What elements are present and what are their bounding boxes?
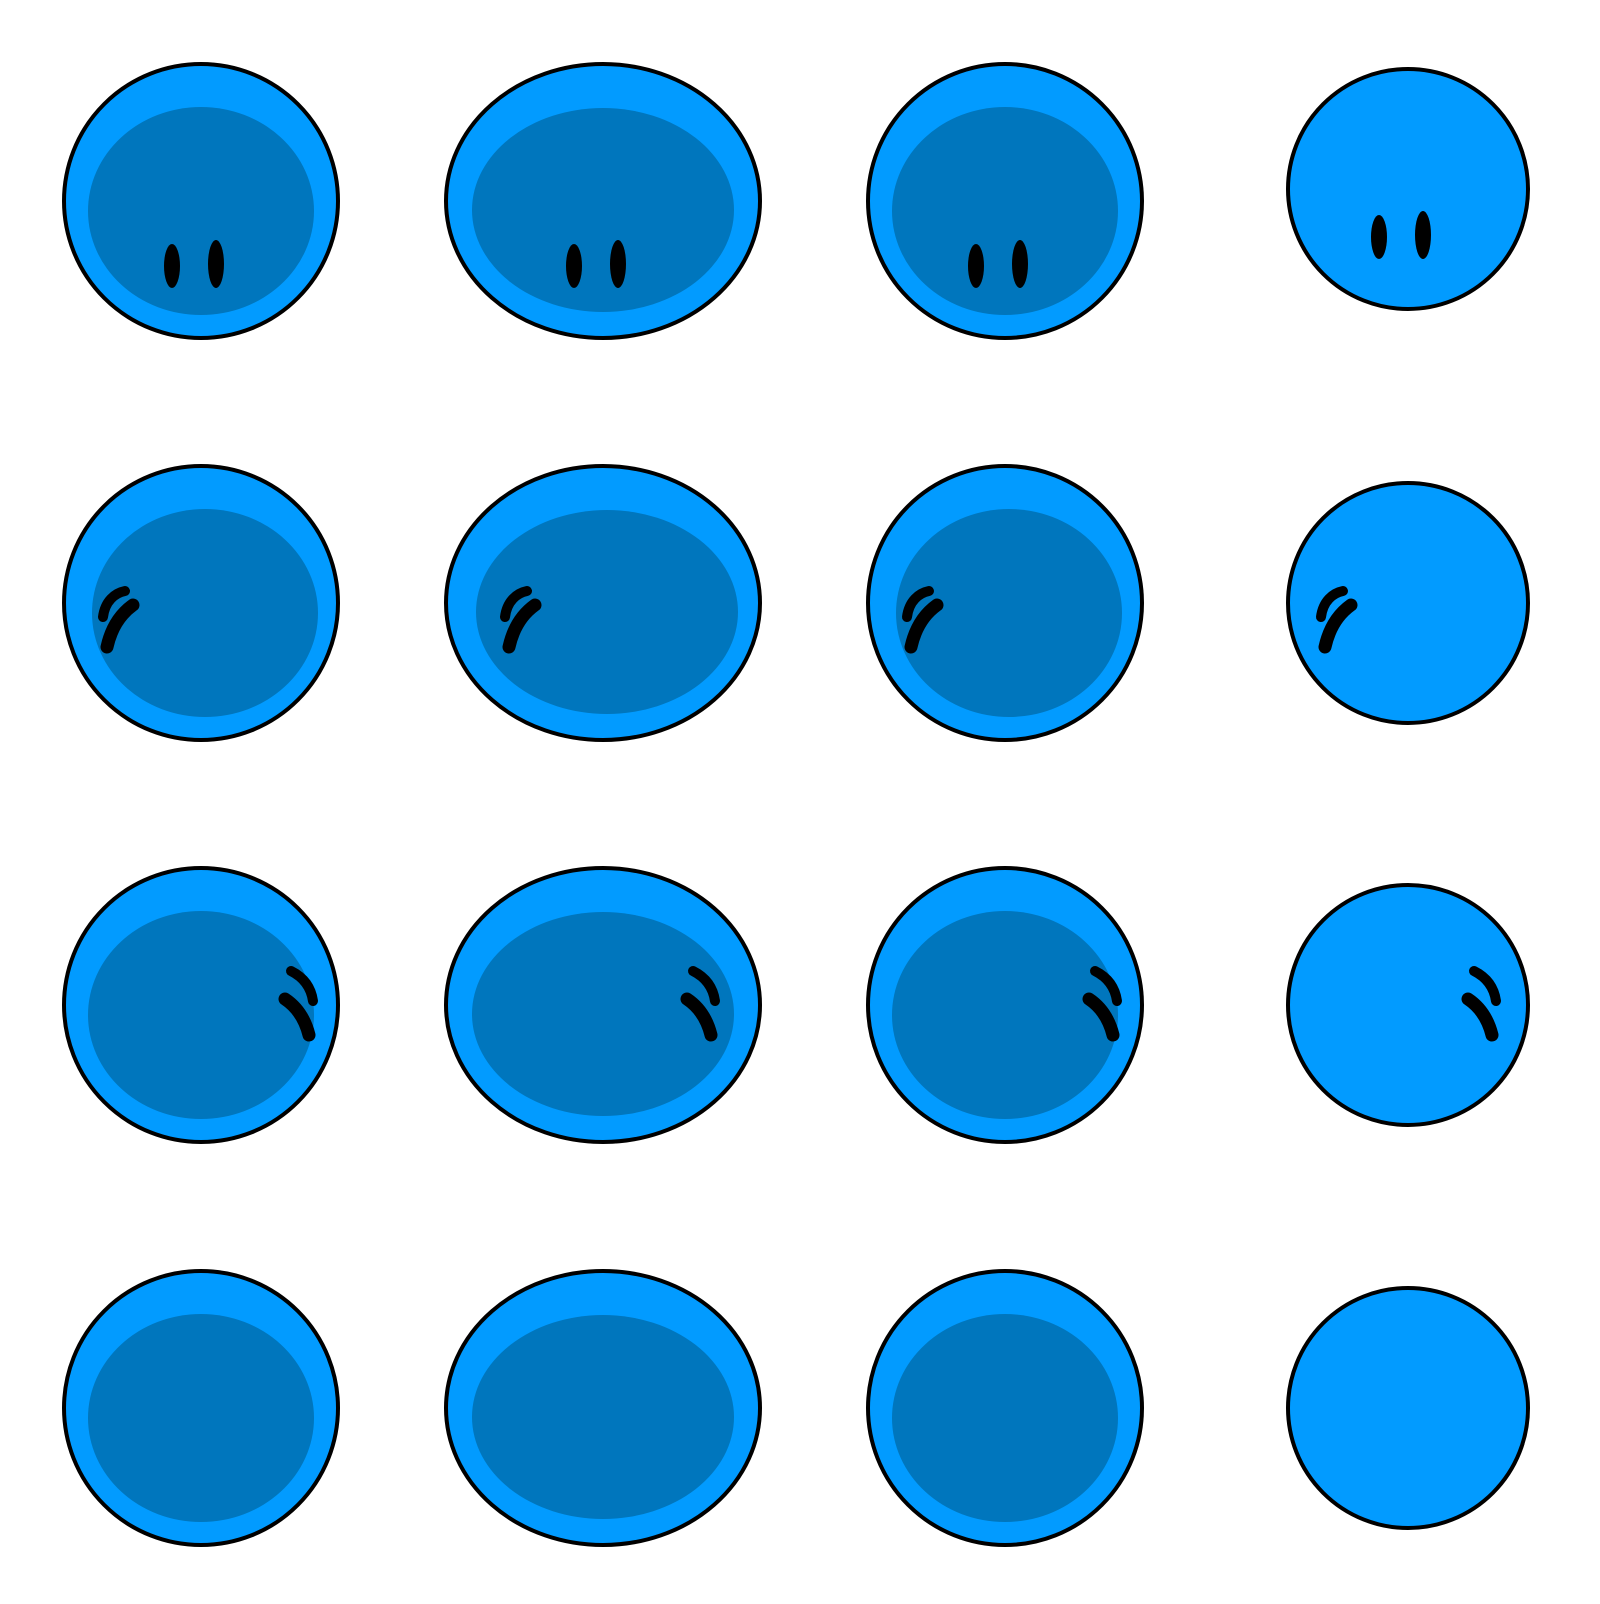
- eye-lower: [278, 992, 316, 1042]
- blob-body: [1286, 481, 1530, 725]
- eye-lower: [100, 598, 140, 654]
- eyes-down: [566, 240, 626, 288]
- eyes-down: [1371, 211, 1431, 259]
- blob-inner: [92, 509, 318, 717]
- sprite-right-round-3: [866, 866, 1144, 1144]
- eye-upper: [98, 586, 130, 622]
- blob-inner: [88, 107, 314, 315]
- blob-inner: [88, 1314, 314, 1522]
- eye-right: [1012, 240, 1028, 288]
- eye-lower: [502, 598, 542, 654]
- sprite-up-round-1: [62, 1269, 340, 1547]
- eyes-right: [680, 966, 720, 1042]
- eye-left: [1371, 215, 1387, 259]
- eye-upper: [500, 586, 532, 622]
- eyes-right: [1082, 966, 1122, 1042]
- blob-inner: [892, 911, 1118, 1119]
- eyes-left: [1316, 586, 1358, 654]
- blob-inner: [896, 509, 1122, 717]
- blob-inner: [892, 107, 1118, 315]
- blob-inner: [476, 510, 738, 714]
- eyes-left: [98, 586, 140, 654]
- eyes-right: [1461, 966, 1501, 1042]
- eye-upper: [902, 586, 934, 622]
- eye-lower: [904, 598, 944, 654]
- eye-left: [968, 244, 984, 288]
- blob-body: [1286, 1286, 1530, 1530]
- eye-upper: [1469, 966, 1501, 1006]
- sprite-down-round-1: [62, 62, 340, 340]
- eye-left: [566, 244, 582, 288]
- sprite-up-round-3: [866, 1269, 1144, 1547]
- sprite-right-round-1: [62, 866, 340, 1144]
- sprite-up-wide-2: [444, 1269, 762, 1547]
- eye-upper: [286, 966, 318, 1006]
- eye-right: [1415, 211, 1431, 259]
- eye-right: [208, 240, 224, 288]
- eyes-left: [902, 586, 944, 654]
- blob-inner: [472, 1315, 734, 1519]
- eyes-down: [164, 240, 224, 288]
- eye-lower: [1461, 992, 1499, 1042]
- sprite-up-small-4: [1286, 1286, 1530, 1530]
- sprite-down-small-4: [1286, 67, 1530, 311]
- eyes-down: [968, 240, 1028, 288]
- sprite-down-wide-2: [444, 62, 762, 340]
- sprite-right-small-4: [1286, 883, 1530, 1127]
- eye-lower: [1082, 992, 1120, 1042]
- eyes-right: [278, 966, 318, 1042]
- blob-inner: [472, 108, 734, 312]
- blob-inner: [88, 911, 314, 1119]
- sprite-left-round-3: [866, 464, 1144, 742]
- eyes-left: [500, 586, 542, 654]
- eye-lower: [1318, 598, 1358, 654]
- sprite-left-small-4: [1286, 481, 1530, 725]
- eye-upper: [1090, 966, 1122, 1006]
- eye-upper: [1316, 586, 1348, 622]
- blob-body: [1286, 67, 1530, 311]
- eye-right: [610, 240, 626, 288]
- sprite-left-round-1: [62, 464, 340, 742]
- blob-body: [1286, 883, 1530, 1127]
- eye-upper: [688, 966, 720, 1006]
- eye-lower: [680, 992, 718, 1042]
- blob-inner: [472, 912, 734, 1116]
- sprite-left-wide-2: [444, 464, 762, 742]
- eye-left: [164, 244, 180, 288]
- sprite-down-round-3: [866, 62, 1144, 340]
- blob-inner: [892, 1314, 1118, 1522]
- sprite-right-wide-2: [444, 866, 762, 1144]
